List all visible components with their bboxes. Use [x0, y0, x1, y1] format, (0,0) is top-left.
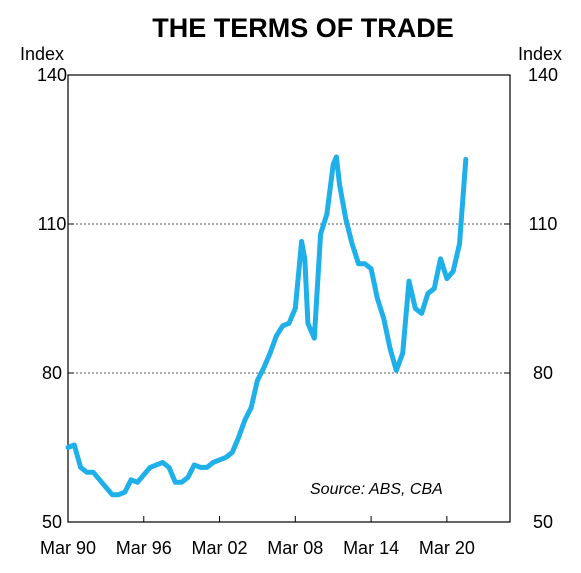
x-tick-label-3: Mar 08 [267, 538, 323, 558]
y-tick-label-left-80: 80 [42, 363, 62, 383]
x-tick-label-5: Mar 20 [419, 538, 475, 558]
x-ticks: Mar 90 Mar 96 Mar 02 Mar 08 Mar 14 Mar 20 [40, 516, 475, 558]
y-tick-label-right-80: 80 [533, 363, 553, 383]
gridlines [68, 223, 510, 374]
y-tick-label-right-140: 140 [528, 65, 558, 85]
y-tick-label-right-50: 50 [533, 512, 553, 532]
x-tick-label-1: Mar 96 [116, 538, 172, 558]
x-tick-label-4: Mar 14 [343, 538, 399, 558]
series-layer [65, 154, 469, 498]
chart-title: THE TERMS OF TRADE [152, 13, 454, 43]
y-tick-label-left-140: 140 [37, 65, 67, 85]
series-line-0 [65, 154, 469, 498]
plot-border [67, 74, 511, 523]
plot-frame [67, 74, 511, 523]
y-axis-label-left: Index [20, 44, 64, 64]
x-tick-label-0: Mar 90 [40, 538, 96, 558]
y-tick-label-left-110: 110 [38, 214, 67, 234]
y-tick-label-right-110: 110 [529, 214, 558, 234]
source-annotation: Source: ABS, CBA [310, 481, 443, 498]
y-ticks: 50 50 80 80 110 110 140 140 [37, 65, 558, 532]
y-axis-label-right: Index [518, 44, 562, 64]
y-tick-label-left-50: 50 [42, 512, 62, 532]
x-tick-label-2: Mar 02 [192, 538, 248, 558]
